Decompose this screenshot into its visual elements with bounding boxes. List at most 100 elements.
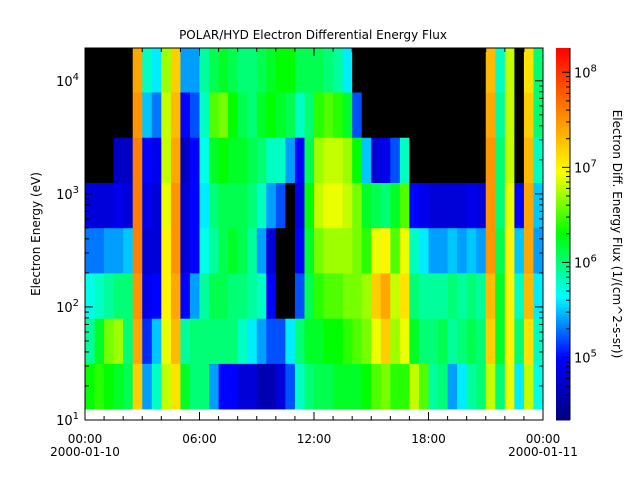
heatmap-cell: [533, 318, 544, 364]
heatmap-cell: [399, 227, 410, 274]
colorbar-segment: [556, 286, 570, 289]
heatmap-cell: [85, 273, 95, 319]
heatmap-cell: [209, 92, 219, 138]
heatmap-cell: [371, 137, 382, 183]
heatmap-cell: [380, 48, 391, 93]
colorbar-segment: [556, 100, 570, 103]
heatmap-cell: [170, 137, 181, 183]
heatmap-cell: [294, 92, 305, 138]
heatmap-cell: [218, 363, 229, 410]
colorbar-segment: [556, 396, 570, 399]
heatmap-cell: [485, 363, 496, 410]
heatmap-cell: [151, 363, 162, 410]
heatmap-cell: [161, 227, 172, 274]
colorbar-segment: [556, 150, 570, 153]
colorbar-segment: [556, 104, 570, 107]
colorbar-segment: [556, 320, 570, 323]
colorbar-segment: [556, 144, 570, 147]
colorbar-segment: [556, 226, 570, 229]
colorbar-segment: [556, 138, 570, 141]
heatmap-cell: [132, 48, 143, 93]
heatmap-cell: [170, 227, 181, 274]
heatmap-cell: [266, 227, 277, 274]
heatmap-cell: [275, 227, 286, 274]
colorbar-segment: [556, 198, 570, 201]
colorbar-segment: [556, 240, 570, 243]
heatmap-cell: [409, 273, 420, 319]
heatmap-cell: [533, 48, 544, 93]
colorbar-segment: [556, 110, 570, 113]
heatmap-cell: [447, 273, 458, 319]
heatmap-cell: [94, 48, 105, 93]
heatmap-cell: [314, 137, 324, 183]
heatmap-cell: [409, 137, 420, 183]
colorbar-segment: [556, 52, 570, 55]
heatmap-cell: [94, 137, 105, 183]
heatmap-cell: [237, 273, 248, 319]
colorbar-segment: [556, 212, 570, 215]
colorbar-segment: [556, 188, 570, 191]
heatmap-cell: [170, 363, 181, 410]
heatmap-cell: [333, 318, 344, 364]
colorbar-segment: [556, 354, 570, 357]
colorbar-segment: [556, 400, 570, 403]
colorbar-segment: [556, 204, 570, 207]
colorbar-segment: [556, 174, 570, 177]
heatmap-cell: [94, 227, 105, 274]
heatmap-cell: [447, 92, 458, 138]
heatmap-cell: [418, 363, 429, 410]
colorbar-segment: [556, 340, 570, 343]
colorbar-segment: [556, 336, 570, 339]
y-tick-label: 102: [56, 298, 79, 316]
heatmap-cell: [189, 363, 200, 410]
colorbar-segment: [556, 266, 570, 269]
heatmap-cell: [447, 318, 458, 364]
heatmap-cell: [85, 48, 95, 93]
heatmap-cell: [523, 137, 534, 183]
colorbar-segment: [556, 134, 570, 137]
colorbar-segment: [556, 242, 570, 245]
heatmap-cell: [504, 137, 515, 183]
colorbar-segment: [556, 338, 570, 341]
colorbar-segment: [556, 404, 570, 407]
heatmap-cell: [342, 182, 353, 229]
heatmap-cell: [132, 273, 143, 319]
heatmap-cell: [266, 273, 277, 319]
heatmap-cell: [218, 48, 229, 93]
colorbar-segment: [556, 114, 570, 117]
colorbar-segment: [556, 186, 570, 189]
heatmap-cell: [323, 363, 334, 410]
heatmap-cell: [151, 318, 162, 364]
colorbar-segment: [556, 88, 570, 91]
heatmap-cell: [371, 273, 382, 319]
heatmap-cell: [304, 273, 315, 319]
colorbar-segment: [556, 220, 570, 223]
heatmap-cell: [189, 227, 200, 274]
colorbar-segment: [556, 238, 570, 241]
heatmap-cell: [266, 363, 277, 410]
colorbar-segment: [556, 282, 570, 285]
colorbar-segment: [556, 158, 570, 161]
colorbar-segment: [556, 414, 570, 417]
heatmap-cell: [485, 273, 496, 319]
heatmap-cell: [476, 318, 487, 364]
heatmap-cell: [304, 182, 315, 229]
colorbar-segment: [556, 346, 570, 349]
heatmap-cell: [409, 227, 420, 274]
colorbar-segment: [556, 244, 570, 247]
colorbar-segment: [556, 330, 570, 333]
colorbar-segment: [556, 312, 570, 315]
colorbar-segment: [556, 76, 570, 79]
heatmap-cell: [142, 363, 153, 410]
heatmap-cell: [275, 182, 286, 229]
heatmap-cell: [94, 318, 105, 364]
colorbar-segment: [556, 308, 570, 311]
colorbar-segment: [556, 382, 570, 385]
colorbar-tick-label: 106: [574, 253, 597, 271]
colorbar-segment: [556, 416, 570, 419]
colorbar-segment: [556, 328, 570, 331]
heatmap-cell: [476, 48, 487, 93]
heatmap-cell: [189, 318, 200, 364]
heatmap-cell: [180, 137, 191, 183]
